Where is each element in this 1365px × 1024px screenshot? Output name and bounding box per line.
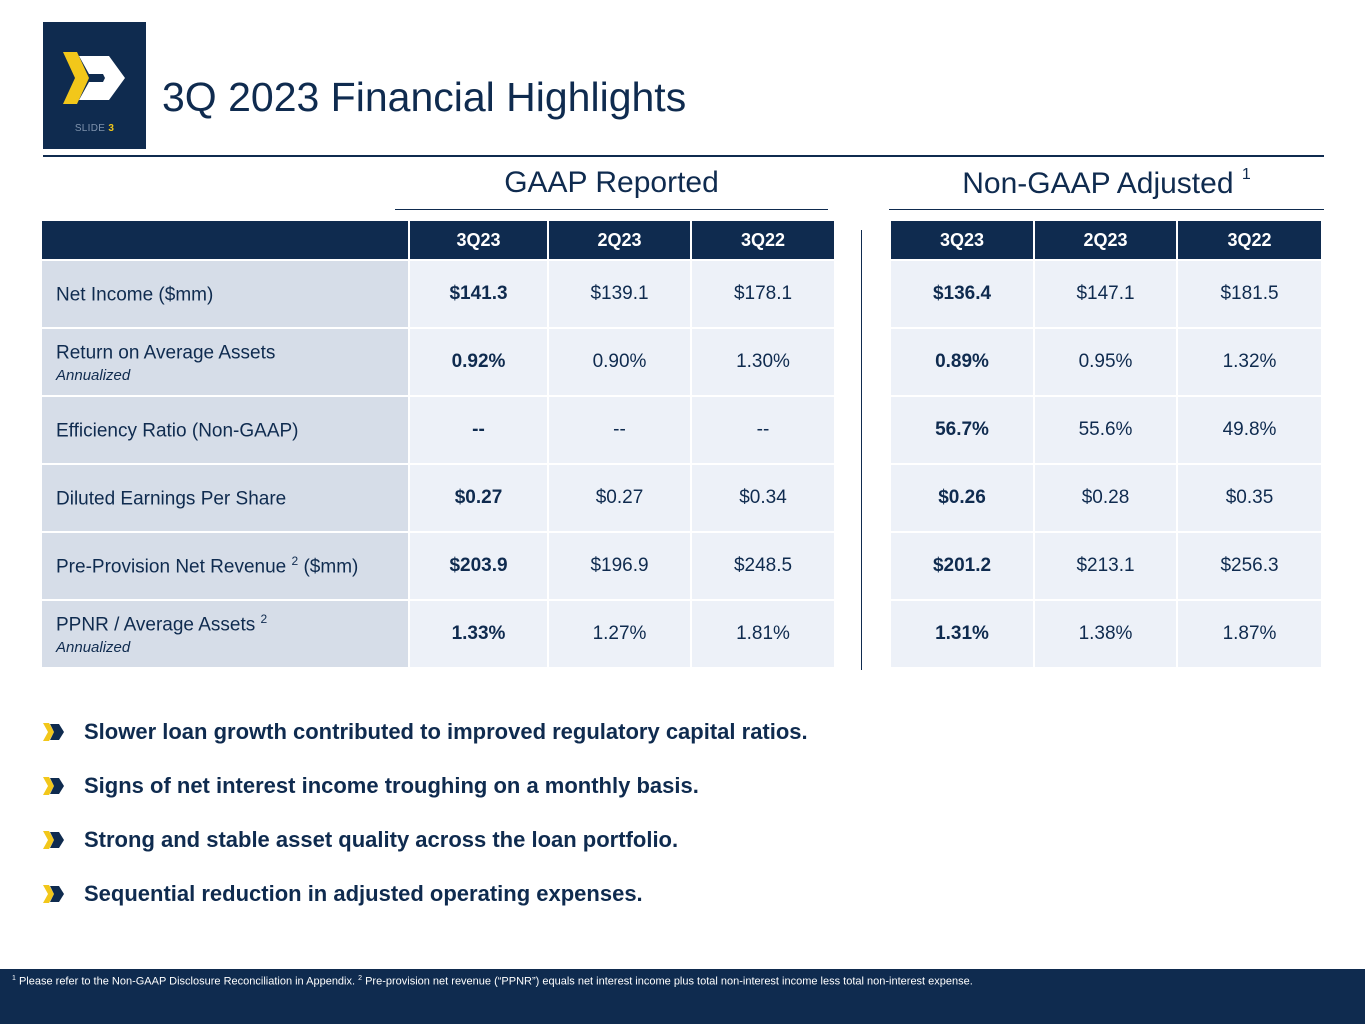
chevron-bullet-icon xyxy=(43,723,64,741)
gaap-cell: 1.27% xyxy=(548,599,692,667)
row-label: PPNR / Average Assets 2 Annualized xyxy=(42,599,410,667)
table-row: Pre-Provision Net Revenue 2 ($mm) $203.9 $… xyxy=(42,531,836,600)
gaap-col-header: 2Q23 xyxy=(548,221,692,260)
gaap-table: 3Q23 2Q23 3Q22 Net Income ($mm) $141.3 $13… xyxy=(42,221,836,667)
gaap-col-header: 3Q22 xyxy=(691,221,836,260)
table-row: PPNR / Average Assets 2 Annualized 1.33% 1.… xyxy=(42,599,836,667)
gaap-cell: $248.5 xyxy=(691,531,836,600)
table-row: 1.31% 1.38% 1.87% xyxy=(891,599,1323,667)
non-gaap-cell: $181.5 xyxy=(1177,259,1323,328)
non-gaap-cell: $136.4 xyxy=(891,259,1035,328)
footnote: 1 Please refer to the Non-GAAP Disclosur… xyxy=(12,975,973,988)
gaap-header-label xyxy=(42,221,410,260)
chevron-logo-icon xyxy=(63,52,125,104)
non-gaap-header-row: 3Q23 2Q23 3Q22 xyxy=(891,221,1323,260)
list-item: Slower loan growth contributed to improv… xyxy=(43,705,808,759)
table-row: Efficiency Ratio (Non-GAAP) -- -- -- xyxy=(42,395,836,464)
gaap-cell: $0.27 xyxy=(548,463,692,532)
non-gaap-cell: $201.2 xyxy=(891,531,1035,600)
gaap-cell: -- xyxy=(409,395,549,464)
non-gaap-cell: 1.38% xyxy=(1034,599,1178,667)
gaap-cell: $139.1 xyxy=(548,259,692,328)
gaap-cell: 0.92% xyxy=(409,327,549,396)
row-label: Return on Average Assets Annualized xyxy=(42,327,410,396)
gaap-cell: 1.33% xyxy=(409,599,549,667)
non-gaap-heading: Non-GAAP Adjusted 1 xyxy=(962,166,1251,200)
chevron-bullet-icon xyxy=(43,831,64,849)
gaap-cell: $141.3 xyxy=(409,259,549,328)
row-sublabel: Annualized xyxy=(56,366,131,384)
company-logo: SLIDE 3 xyxy=(43,22,146,149)
gaap-col-header: 3Q23 xyxy=(409,221,549,260)
row-label: Net Income ($mm) xyxy=(42,259,410,328)
gaap-cell: $196.9 xyxy=(548,531,692,600)
row-label: Efficiency Ratio (Non-GAAP) xyxy=(42,395,410,464)
non-gaap-table: 3Q23 2Q23 3Q22 $136.4 $147.1 $181.5 0.89% 0.… xyxy=(891,221,1323,667)
non-gaap-cell: 1.32% xyxy=(1177,327,1323,396)
non-gaap-cell: $213.1 xyxy=(1034,531,1178,600)
highlights-list: Slower loan growth contributed to improv… xyxy=(43,705,808,921)
title-divider xyxy=(43,155,1324,157)
table-row: $136.4 $147.1 $181.5 xyxy=(891,259,1323,328)
non-gaap-cell: 49.8% xyxy=(1177,395,1323,464)
gaap-cell: -- xyxy=(691,395,836,464)
footer-bar: 1 Please refer to the Non-GAAP Disclosur… xyxy=(0,969,1365,1024)
gaap-cell: 1.30% xyxy=(691,327,836,396)
gaap-cell: $178.1 xyxy=(691,259,836,328)
non-gaap-cell: $0.26 xyxy=(891,463,1035,532)
table-row: $201.2 $213.1 $256.3 xyxy=(891,531,1323,600)
gaap-cell: -- xyxy=(548,395,692,464)
gaap-heading: GAAP Reported xyxy=(504,166,719,199)
gaap-cell: 0.90% xyxy=(548,327,692,396)
row-label: Diluted Earnings Per Share xyxy=(42,463,410,532)
non-gaap-cell: $0.35 xyxy=(1177,463,1323,532)
non-gaap-cell: $147.1 xyxy=(1034,259,1178,328)
slide-number: SLIDE 3 xyxy=(74,123,115,134)
non-gaap-cell: 0.89% xyxy=(891,327,1035,396)
table-row: Return on Average Assets Annualized 0.92% 0… xyxy=(42,327,836,396)
gaap-heading-rule xyxy=(395,209,828,210)
gaap-cell: $0.27 xyxy=(409,463,549,532)
non-gaap-cell: $0.28 xyxy=(1034,463,1178,532)
chevron-bullet-icon xyxy=(43,885,64,903)
gaap-cell: 1.81% xyxy=(691,599,836,667)
non-gaap-col-header: 2Q23 xyxy=(1034,221,1178,260)
gaap-cell: $0.34 xyxy=(691,463,836,532)
non-gaap-cell: 1.87% xyxy=(1177,599,1323,667)
table-row: 0.89% 0.95% 1.32% xyxy=(891,327,1323,396)
table-divider xyxy=(861,230,862,670)
row-label: Pre-Provision Net Revenue 2 ($mm) xyxy=(42,531,410,600)
gaap-cell: $203.9 xyxy=(409,531,549,600)
list-item: Signs of net interest income troughing o… xyxy=(43,759,808,813)
non-gaap-col-header: 3Q23 xyxy=(891,221,1035,260)
table-row: Diluted Earnings Per Share $0.27 $0.27 $0.3… xyxy=(42,463,836,532)
list-item: Sequential reduction in adjusted operati… xyxy=(43,867,808,921)
non-gaap-cell: 56.7% xyxy=(891,395,1035,464)
page-title: 3Q 2023 Financial Highlights xyxy=(162,74,687,120)
chevron-bullet-icon xyxy=(43,777,64,795)
non-gaap-cell: 55.6% xyxy=(1034,395,1178,464)
non-gaap-cell: 1.31% xyxy=(891,599,1035,667)
table-row: $0.26 $0.28 $0.35 xyxy=(891,463,1323,532)
gaap-header-row: 3Q23 2Q23 3Q22 xyxy=(42,221,836,260)
non-gaap-col-header: 3Q22 xyxy=(1177,221,1323,260)
table-row: Net Income ($mm) $141.3 $139.1 $178.1 xyxy=(42,259,836,328)
non-gaap-heading-rule xyxy=(889,209,1324,210)
non-gaap-cell: 0.95% xyxy=(1034,327,1178,396)
table-row: 56.7% 55.6% 49.8% xyxy=(891,395,1323,464)
non-gaap-cell: $256.3 xyxy=(1177,531,1323,600)
row-sublabel: Annualized xyxy=(56,638,131,656)
list-item: Strong and stable asset quality across t… xyxy=(43,813,808,867)
